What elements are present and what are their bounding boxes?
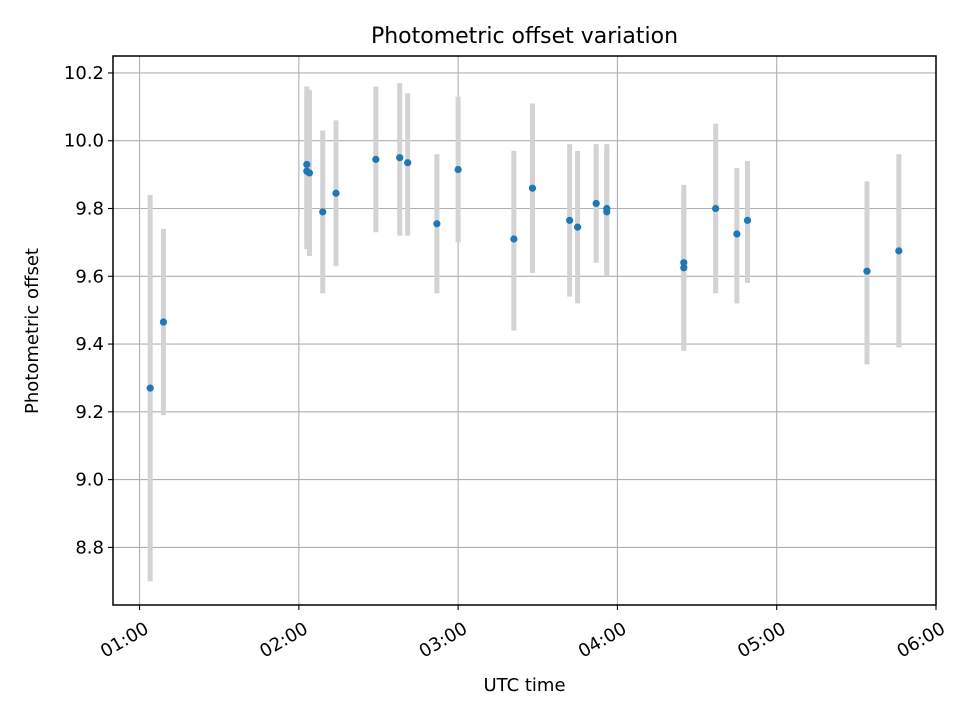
chart-title: Photometric offset variation [371,24,678,49]
grid [113,56,937,605]
data-point [303,160,311,169]
data-point [712,204,720,213]
x-tick-label: 05:00 [734,618,789,662]
x-tick-label: 04:00 [575,618,630,662]
data-point [895,247,903,255]
data-point [433,220,441,228]
data-point [372,155,380,163]
plot-frame [112,55,937,606]
y-tick-label: 9.4 [75,334,104,355]
data-point [743,216,752,224]
data-point [396,154,404,162]
data-points [146,154,903,392]
data-point [863,267,871,275]
data-point [454,165,462,174]
data-point [510,235,518,243]
error-bars [147,83,902,582]
data-point [603,204,611,213]
x-axis-title: UTC time [483,675,565,696]
data-point [592,199,600,208]
data-point [733,230,741,238]
y-tick-label: 9.8 [75,199,104,220]
y-tick-label: 9.2 [75,402,104,423]
y-tick-label: 10.0 [64,131,104,152]
y-axis-title: Photometric offset [22,248,43,414]
data-point [305,169,314,177]
data-point [573,223,582,231]
x-tick-label: 01:00 [97,618,152,662]
y-tick-label: 9.6 [75,266,104,287]
data-point [319,208,327,216]
data-point [159,318,168,326]
y-tick-label: 10.2 [64,63,104,84]
data-point [680,259,688,267]
y-tick-label: 9.0 [75,470,104,491]
data-point [566,216,574,224]
data-point [528,184,537,192]
x-tick-label: 03:00 [416,618,471,662]
x-axis-ticks: 01:00 02:00 03:00 04:00 05:00 06:00 [97,605,949,662]
data-point [146,384,154,392]
y-axis-ticks: 8.8 9.0 9.2 9.4 9.6 9.8 10.0 10.2 [64,63,113,558]
y-tick-label: 8.8 [75,537,104,558]
x-tick-label: 02:00 [256,618,311,662]
data-point [332,189,340,197]
data-point [680,264,688,272]
x-tick-label: 06:00 [893,618,948,662]
data-point [404,159,412,167]
